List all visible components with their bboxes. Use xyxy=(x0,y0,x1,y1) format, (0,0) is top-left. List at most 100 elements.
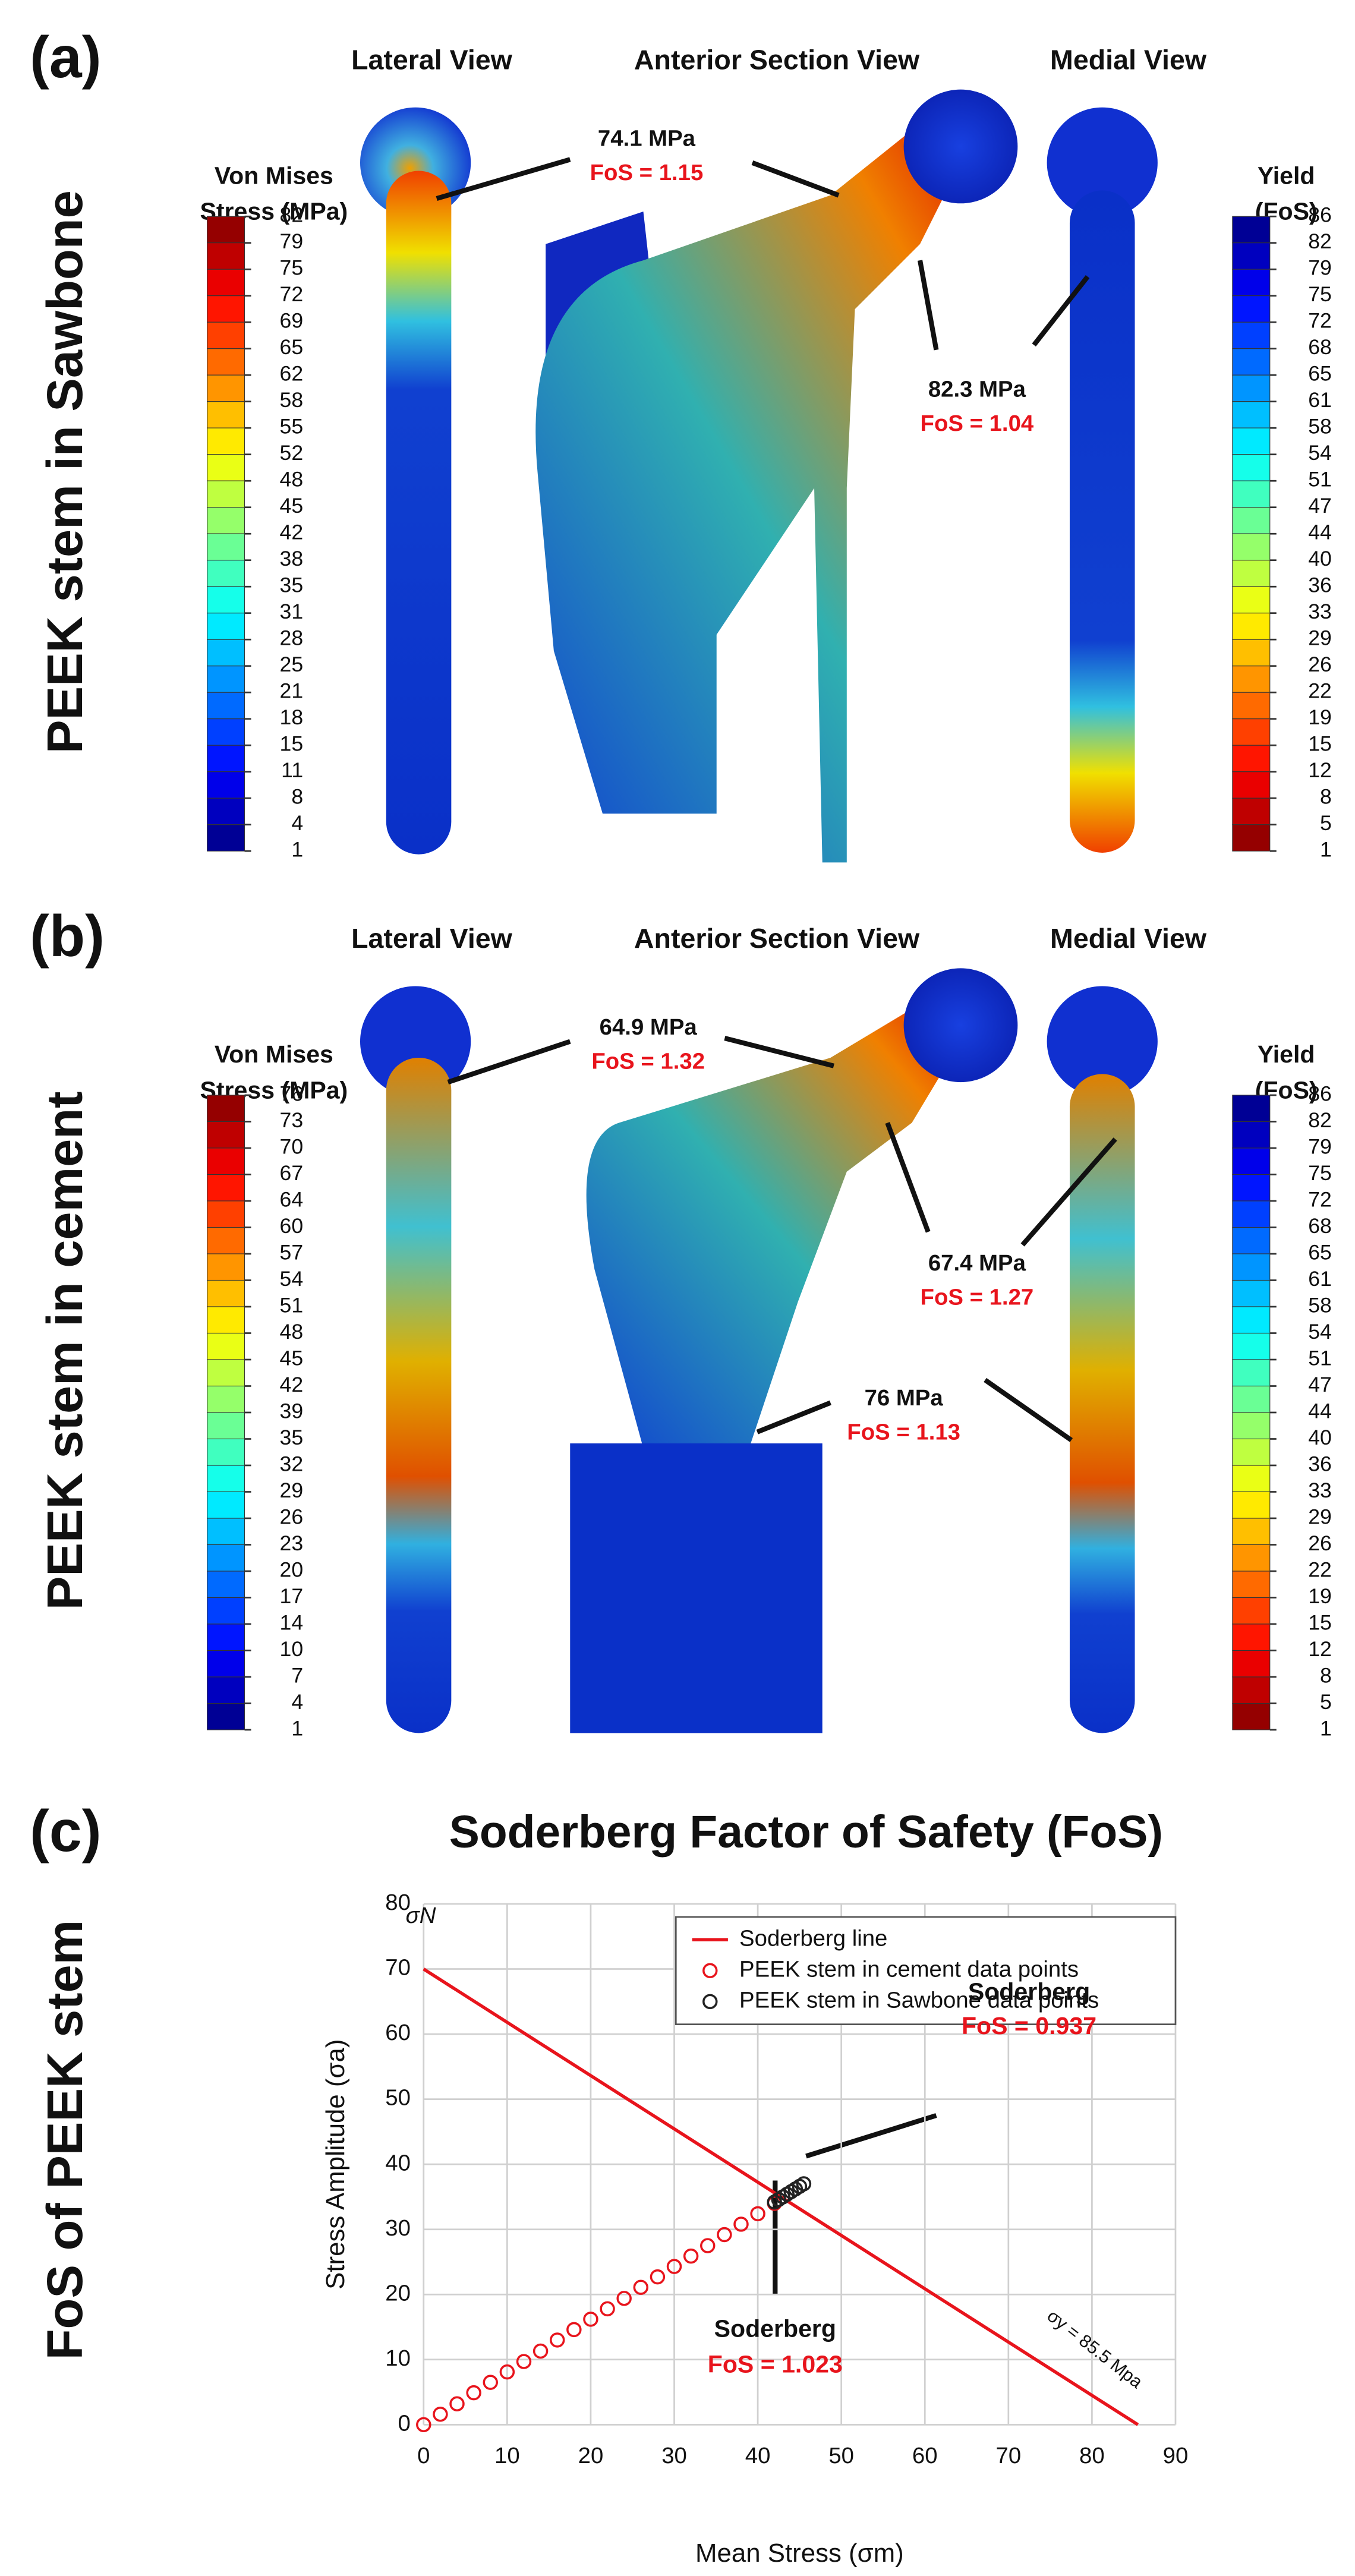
colorbar-band xyxy=(1232,1571,1271,1598)
view-title: Lateral View xyxy=(351,923,513,954)
x-axis-label: Mean Stress (σm) xyxy=(695,2539,904,2568)
colorbar-label: 42 xyxy=(280,521,304,544)
colorbar-band xyxy=(1232,348,1271,376)
colorbar-band xyxy=(207,454,245,481)
colorbar-label: 15 xyxy=(1308,1610,1332,1634)
colorbar-label: 54 xyxy=(1308,441,1332,465)
colorbar-band xyxy=(1232,242,1271,270)
colorbar-label: 26 xyxy=(280,1505,304,1528)
colorbar-label: 10 xyxy=(280,1637,304,1661)
annotation: Soderberg xyxy=(968,1978,1090,2005)
annotation-stress: 76 MPa xyxy=(865,1385,944,1411)
colorbar-label: 55 xyxy=(280,415,304,439)
legend-key xyxy=(702,1994,718,2010)
colorbar-label: 5 xyxy=(1320,811,1332,835)
colorbar-label: 65 xyxy=(280,335,304,359)
x-tick-label: 70 xyxy=(996,2443,1022,2468)
colorbar-band xyxy=(207,1121,245,1149)
colorbar-band xyxy=(1232,454,1271,481)
colorbar-band xyxy=(1232,1544,1271,1572)
colorbar-band xyxy=(207,1147,245,1175)
annotation-stress: 82.3 MPa xyxy=(928,376,1026,402)
colorbar-band xyxy=(207,1200,245,1228)
x-tick-label: 60 xyxy=(912,2443,938,2468)
colorbar-band xyxy=(1232,1174,1271,1202)
colorbar-label: 68 xyxy=(1308,1214,1332,1238)
colorbar-label: 7 xyxy=(291,1663,303,1687)
colorbar-label: 33 xyxy=(1308,600,1332,623)
legend-label: Soderberg line xyxy=(739,1925,887,1951)
annotation-stress: 67.4 MPa xyxy=(928,1250,1026,1276)
colorbar-band xyxy=(1232,797,1271,825)
colorbar-band xyxy=(1232,480,1271,508)
colorbar-label: 40 xyxy=(1308,1426,1332,1449)
colorbar-label: 4 xyxy=(291,811,303,835)
colorbar-band xyxy=(1232,1226,1271,1254)
colorbar-band xyxy=(1232,401,1271,428)
y-tick-label: 20 xyxy=(385,2280,411,2306)
colorbar-band xyxy=(207,586,245,614)
colorbar-label: 8 xyxy=(291,785,303,809)
colorbar-label: 32 xyxy=(280,1452,304,1475)
colorbar-label: 5 xyxy=(1320,1690,1332,1714)
colorbar-label: 48 xyxy=(280,1320,304,1344)
annotation: σN xyxy=(406,1903,436,1928)
colorbar-label: 86 xyxy=(1308,1082,1332,1105)
colorbar-band xyxy=(1232,1412,1271,1440)
x-tick-label: 20 xyxy=(578,2443,604,2468)
colorbar-label: 51 xyxy=(280,1293,304,1317)
colorbar-band xyxy=(207,269,245,297)
colorbar-label: 31 xyxy=(280,600,304,623)
colorbar-band xyxy=(207,797,245,825)
colorbar-band xyxy=(207,507,245,534)
data-point xyxy=(549,2332,565,2348)
colorbar-band xyxy=(207,1650,245,1678)
colorbar-label: 28 xyxy=(280,626,304,650)
colorbar-band xyxy=(207,533,245,561)
colorbar-band xyxy=(207,216,245,244)
colorbar-band xyxy=(1232,692,1271,720)
colorbar-label: 26 xyxy=(1308,652,1332,676)
colorbar-band xyxy=(1232,1121,1271,1149)
colorbar-band xyxy=(1232,1147,1271,1175)
data-point xyxy=(633,2279,649,2295)
data-point xyxy=(449,2396,465,2412)
colorbar-band xyxy=(207,1465,245,1493)
colorbar-label: 79 xyxy=(1308,256,1332,280)
panel-b-illustration xyxy=(360,968,1158,1733)
colorbar-band xyxy=(1232,1650,1271,1678)
colorbar-label: 69 xyxy=(280,309,304,333)
data-point xyxy=(566,2322,582,2338)
colorbar-band xyxy=(1232,427,1271,455)
y-tick-label: 0 xyxy=(398,2410,411,2436)
colorbar-band xyxy=(207,295,245,323)
data-point xyxy=(683,2248,699,2264)
colorbar-label: 75 xyxy=(1308,1161,1332,1185)
view-title: Anterior Section View xyxy=(634,923,920,954)
y-tick-label: 40 xyxy=(385,2150,411,2175)
colorbar-label: 20 xyxy=(280,1557,304,1581)
colorbar-band xyxy=(1232,1095,1271,1123)
colorbar-band xyxy=(1232,1279,1271,1307)
colorbar-band xyxy=(207,824,245,852)
colorbar-band xyxy=(207,745,245,773)
colorbar-band xyxy=(207,1623,245,1651)
y-tick-label: 50 xyxy=(385,2085,411,2111)
view-title: Lateral View xyxy=(351,44,513,75)
arrows xyxy=(436,157,1117,2295)
colorbar-band xyxy=(1232,1676,1271,1704)
colorbar-label: 33 xyxy=(1308,1478,1332,1502)
colorbar-label: 72 xyxy=(280,282,304,306)
colorbar-label: 82 xyxy=(1308,1108,1332,1132)
data-point xyxy=(433,2407,448,2422)
y-tick-label: 70 xyxy=(385,1955,411,1981)
data-point xyxy=(733,2216,749,2232)
data-point xyxy=(483,2375,498,2390)
annotation-stress: 74.1 MPa xyxy=(598,126,696,152)
colorbar-label: 14 xyxy=(280,1610,304,1634)
x-tick-label: 30 xyxy=(661,2443,687,2468)
panel-label: (b) xyxy=(30,903,105,969)
colorbar-label: 1 xyxy=(1320,838,1332,862)
colorbar-band xyxy=(1232,1359,1271,1387)
